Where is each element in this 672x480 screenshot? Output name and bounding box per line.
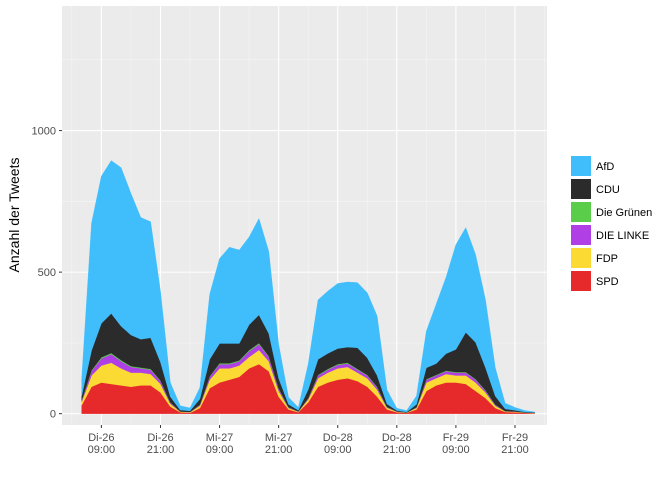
- x-tick-label-line: Do-28: [382, 432, 412, 444]
- legend-key: [571, 271, 591, 291]
- x-tick-label: Mi-27 21:00: [265, 432, 293, 456]
- legend-label: CDU: [596, 184, 620, 196]
- x-tick-label-line: Fr-29: [443, 432, 469, 444]
- y-axis-title: Anzahl der Tweets: [6, 158, 22, 273]
- x-tick-label-line: 09:00: [206, 444, 234, 456]
- y-tick-label: 1000: [32, 126, 56, 138]
- x-tick-label-line: 21:00: [501, 444, 529, 456]
- x-tick-label-line: 21:00: [383, 444, 411, 456]
- y-axis: 0 500 1000: [32, 126, 62, 421]
- x-tick-label-line: Fr-29: [502, 432, 528, 444]
- x-tick-label-line: Di-26: [147, 432, 173, 444]
- legend: AfD CDU Die Grünen DIE LINKE FDP SPD: [571, 156, 652, 291]
- x-tick-label-line: Mi-27: [265, 432, 293, 444]
- x-tick-label: Di-26 09:00: [88, 432, 116, 456]
- legend-label: DIE LINKE: [596, 230, 649, 242]
- legend-label: SPD: [596, 276, 619, 288]
- legend-key: [571, 225, 591, 245]
- series-areas: [81, 160, 535, 414]
- x-tick-label: Do-28 21:00: [382, 432, 412, 456]
- x-tick-label: Mi-27 09:00: [206, 432, 234, 456]
- legend-label: AfD: [596, 161, 614, 173]
- x-tick-label-line: Di-26: [88, 432, 114, 444]
- legend-label: FDP: [596, 253, 618, 265]
- legend-key: [571, 202, 591, 222]
- legend-key: [571, 248, 591, 268]
- legend-key: [571, 179, 591, 199]
- x-tick-label-line: 21:00: [147, 444, 175, 456]
- series-area-afd: [81, 160, 535, 413]
- x-tick-label-line: 09:00: [88, 444, 116, 456]
- x-tick-label: Do-28 09:00: [323, 432, 353, 456]
- x-tick-label: Fr-29 21:00: [501, 432, 529, 456]
- x-tick-label-line: Do-28: [323, 432, 353, 444]
- x-tick-label: Fr-29 09:00: [442, 432, 470, 456]
- x-tick-label-line: 09:00: [442, 444, 470, 456]
- x-tick-label: Di-26 21:00: [147, 432, 175, 456]
- x-tick-label-line: 09:00: [324, 444, 352, 456]
- y-tick-label: 0: [50, 409, 56, 421]
- x-tick-label-line: Mi-27: [206, 432, 234, 444]
- legend-key: [571, 156, 591, 176]
- x-tick-label-line: 21:00: [265, 444, 293, 456]
- legend-label: Die Grünen: [596, 207, 652, 219]
- y-tick-label: 500: [38, 267, 56, 279]
